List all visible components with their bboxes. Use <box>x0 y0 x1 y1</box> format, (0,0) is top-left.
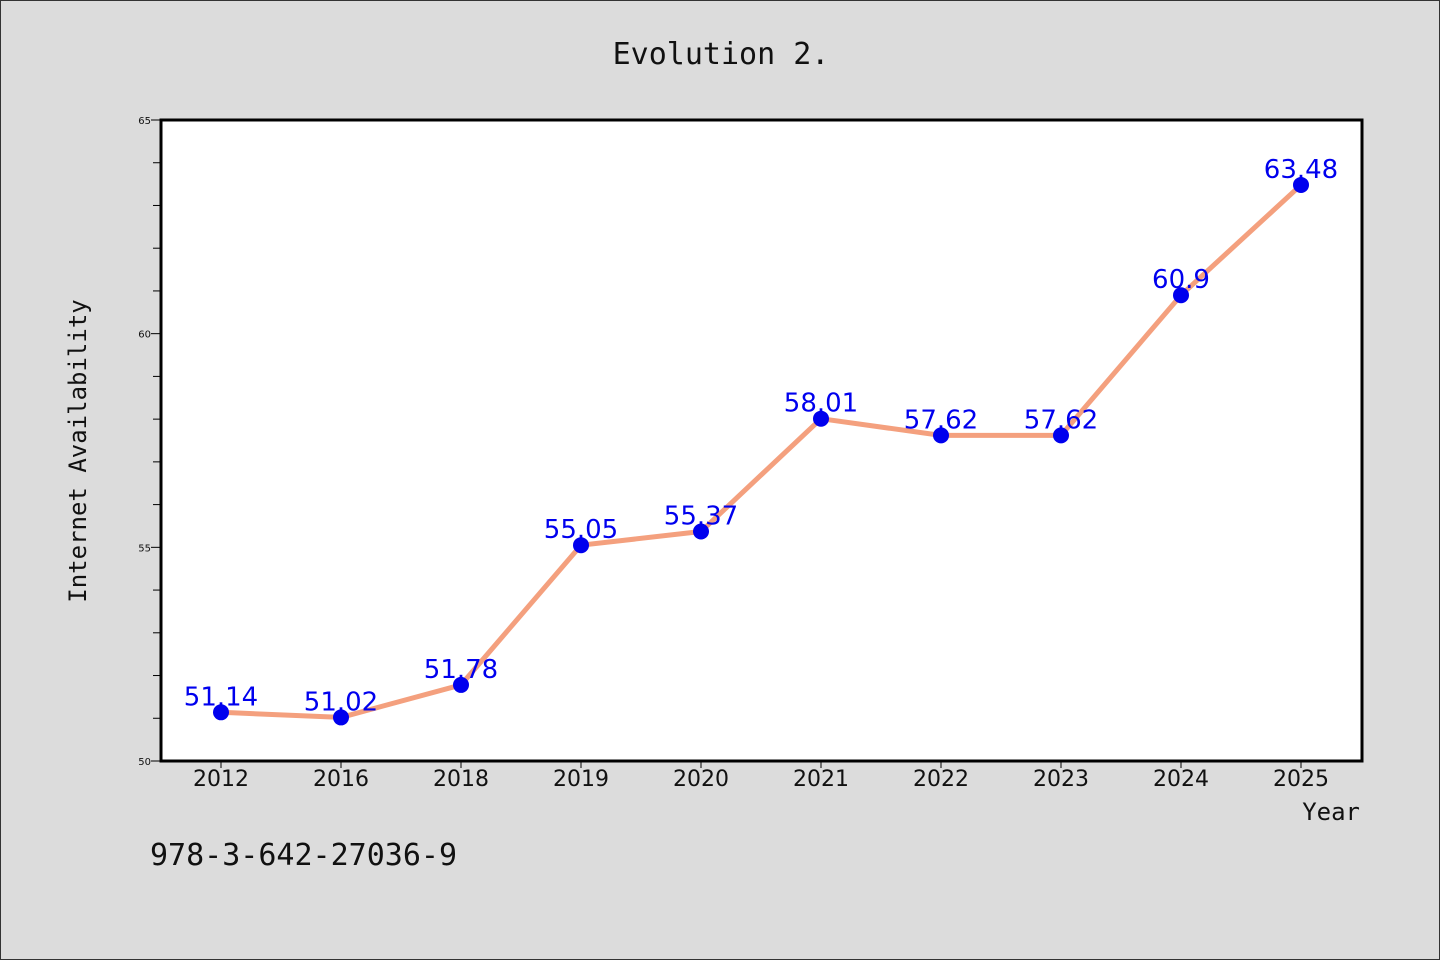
data-label: 58.01 <box>784 389 858 419</box>
x-tick-label: 2018 <box>433 767 489 792</box>
x-axis-ticks: 2012 2016 2018 2019 2020 2021 2022 2023 2024 2025 <box>193 761 1329 792</box>
y-tick-label: 55 <box>138 543 151 554</box>
x-tick-label: 2024 <box>1153 767 1209 792</box>
data-point <box>813 410 829 427</box>
data-point <box>333 709 349 726</box>
x-tick-label: 2025 <box>1273 767 1329 792</box>
data-label: 57.62 <box>904 405 978 435</box>
x-tick-label: 2023 <box>1033 767 1089 792</box>
data-point <box>1053 427 1069 444</box>
footer-code: 978-3-642-27036-9 <box>150 838 457 873</box>
series-layer: 51.14 51.02 51.78 55.05 55.37 58.01 57.62 57.62… <box>184 155 1338 726</box>
x-tick-label: 2021 <box>793 767 849 792</box>
data-label: 55.05 <box>544 515 618 545</box>
plot-area <box>159 118 1364 763</box>
data-point <box>693 523 709 540</box>
data-label: 51.14 <box>184 682 258 712</box>
data-point <box>453 676 469 693</box>
x-tick-label: 2020 <box>673 767 729 792</box>
y-tick-label: 65 <box>138 116 151 127</box>
data-label: 51.02 <box>304 687 378 717</box>
y-axis-title: Internet Availability <box>64 299 92 602</box>
x-tick-label: 2022 <box>913 767 969 792</box>
data-label: 60.9 <box>1152 265 1210 295</box>
data-point <box>1293 176 1309 193</box>
y-axis-ticks: 50 55 60 65 <box>138 116 161 768</box>
data-point <box>933 427 949 444</box>
data-point <box>1173 287 1189 304</box>
x-tick-label: 2016 <box>313 767 369 792</box>
data-label: 51.78 <box>424 655 498 685</box>
chart-title: Evolution 2. <box>613 37 830 72</box>
data-label: 57.62 <box>1024 405 1098 435</box>
data-point <box>573 537 589 554</box>
data-point <box>213 704 229 721</box>
data-label: 63.48 <box>1264 155 1338 185</box>
y-tick-label: 50 <box>138 757 151 768</box>
x-tick-label: 2012 <box>193 767 249 792</box>
x-axis-title: Year <box>1302 798 1360 826</box>
data-label: 55.37 <box>664 502 738 532</box>
series-line <box>218 182 1304 720</box>
x-tick-label: 2019 <box>553 767 609 792</box>
y-tick-label: 60 <box>138 330 151 341</box>
